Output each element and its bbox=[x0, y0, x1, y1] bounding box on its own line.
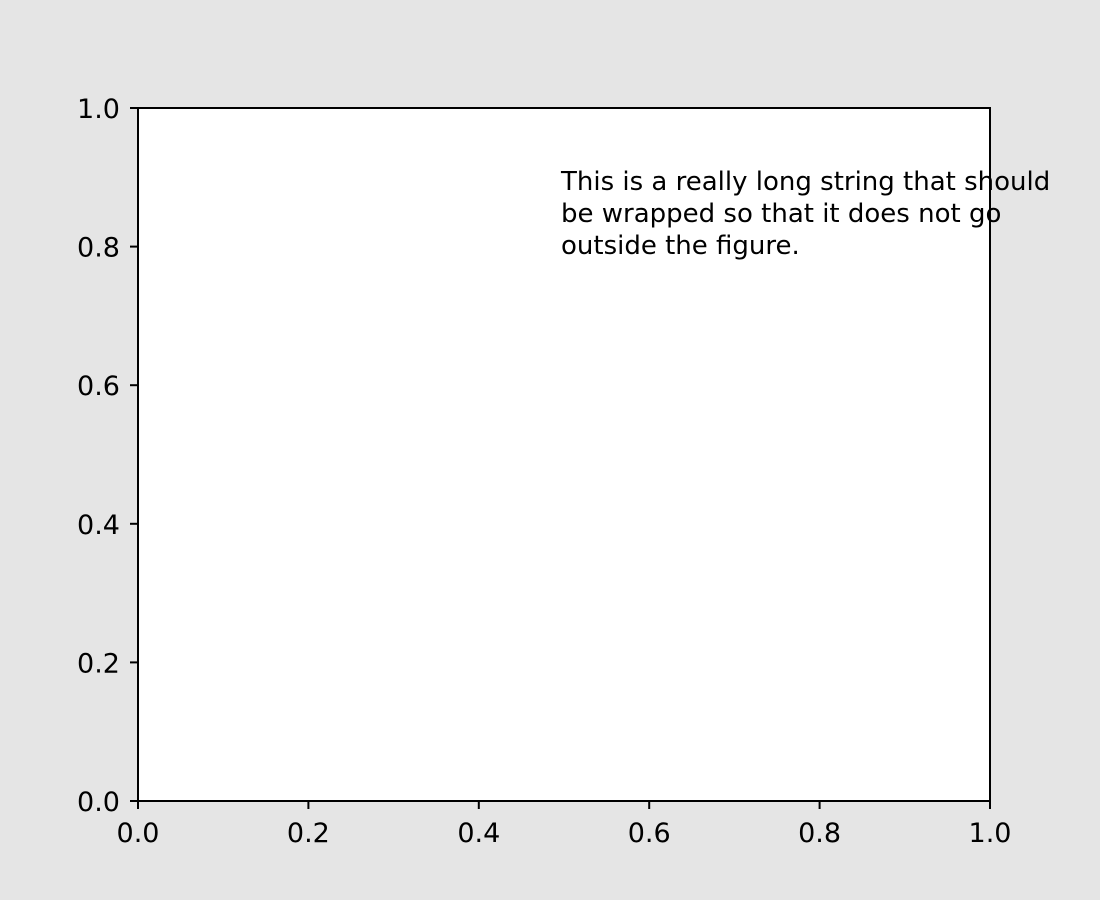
axes-background bbox=[138, 108, 990, 801]
annotation-text-line: This is a really long string that should bbox=[560, 167, 1050, 197]
y-tick-label: 0.8 bbox=[77, 233, 120, 264]
x-tick-label: 0.6 bbox=[628, 818, 671, 849]
y-tick-label: 0.2 bbox=[77, 648, 120, 679]
x-tick-label: 0.2 bbox=[287, 818, 330, 849]
x-tick-label: 0.8 bbox=[798, 818, 841, 849]
axes-frame bbox=[137, 107, 991, 802]
y-tick-label: 1.0 bbox=[77, 94, 120, 125]
x-tick-label: 1.0 bbox=[969, 818, 1012, 849]
x-tick-label: 0.4 bbox=[457, 818, 500, 849]
y-tick-label: 0.4 bbox=[77, 510, 120, 541]
x-tick-label: 0.0 bbox=[117, 818, 160, 849]
annotations: This is a really long string that should… bbox=[560, 167, 1050, 261]
annotation-text-line: be wrapped so that it does not go bbox=[561, 199, 1001, 229]
y-tick-label: 0.6 bbox=[77, 371, 120, 402]
x-axis-ticks: 0.0 0.2 0.4 0.6 0.8 1.0 bbox=[117, 801, 1012, 849]
y-tick-label: 0.0 bbox=[77, 787, 120, 818]
annotation-text-line: outside the figure. bbox=[561, 231, 800, 261]
y-axis-ticks: 0.0 0.2 0.4 0.6 0.8 1.0 bbox=[77, 94, 138, 818]
